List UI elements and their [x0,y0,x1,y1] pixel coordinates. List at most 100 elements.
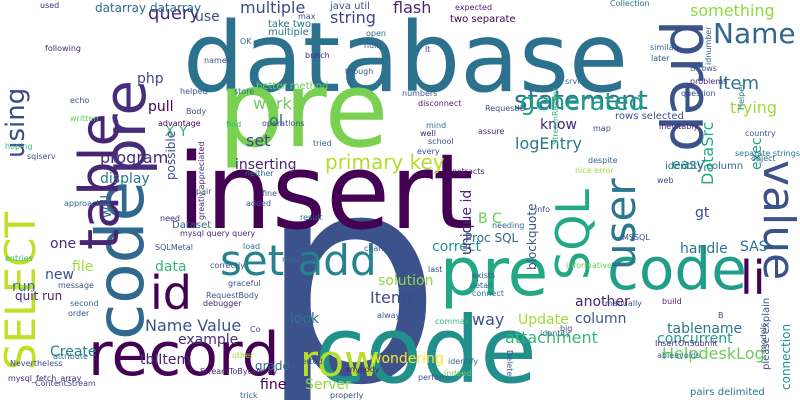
word: chances [364,245,397,253]
word: StreamReader [552,88,560,145]
word: disconnect [418,100,461,108]
word: connect [472,290,504,298]
word: numbers [402,90,437,98]
word: die [290,296,311,310]
word: connection [780,324,792,390]
word: handle [680,242,728,256]
word: problems [690,78,727,86]
word: mysql query query [180,230,255,238]
word: MSSQL [622,234,650,242]
word: debugger [203,300,242,308]
word: Co [250,326,260,334]
word: data [155,260,187,274]
word: identity column [665,162,743,172]
word: identify [448,358,478,366]
word: user [600,178,642,270]
word: message [58,282,94,290]
word: map [593,125,611,133]
word: logEntry [515,136,582,152]
word: abieavoids [657,352,700,360]
word: RequestID [485,105,526,113]
word: helped [180,88,207,96]
word: OK [240,38,252,46]
word: file [72,260,93,274]
word: SAS [740,240,768,254]
word: way [472,312,504,328]
word: country [745,130,776,138]
word: pull [148,100,174,114]
word: Body [186,108,206,116]
word: program [100,150,168,166]
word: school [428,138,454,146]
word: later [651,55,669,63]
word: object [751,155,776,163]
word: correctly [210,262,245,270]
word: gt [695,206,709,220]
word: indeed [444,370,471,378]
word: idnumber [705,26,713,65]
word: web [657,177,674,185]
word: hoping [5,143,32,151]
word: two separate [450,15,516,25]
word: datarray datarray [95,2,201,14]
word: though [345,68,373,76]
word: id [150,270,192,316]
word: one [50,237,76,251]
word: Server [305,378,351,392]
word: informative [566,262,612,270]
word: quit run [15,290,62,302]
word: sqlserv [27,153,56,161]
word: Name [713,20,796,48]
word: trick [240,392,258,400]
word: well [420,130,436,138]
word: bunch [305,52,330,60]
word: open [366,30,386,38]
word: fine [262,190,277,198]
word: inevitably [659,123,698,131]
word: srvr [565,78,580,86]
word: StreamToByteArray [200,368,277,376]
word: solution [378,274,433,288]
word: every [417,148,440,156]
word: approaches [64,200,111,208]
word: result [300,214,323,222]
word: last [428,266,442,274]
word: inserted [290,358,323,366]
word: echo [70,97,89,105]
word: tried [313,140,332,148]
word: other [232,352,253,360]
word: info [535,206,550,214]
word: max [298,13,315,21]
word: fine [260,378,286,392]
word: expected [455,4,492,12]
word: greatly appreciated [198,142,206,220]
word: better method [256,82,328,92]
word: look [290,312,319,326]
word: unique id [460,190,474,255]
word: graceful [228,280,261,288]
word: exists [472,272,495,280]
word: extracts [452,168,485,176]
word: advantage [158,120,201,128]
word: new [45,268,74,282]
word: ContentStream [35,380,96,388]
word: identity [540,330,571,338]
word: similar [650,44,677,52]
word: attribute [53,353,88,361]
word: column [575,312,627,326]
word: multiple [268,28,309,38]
word: set [246,133,270,149]
word: It [425,46,431,54]
word: rows selected [615,112,684,122]
word: display [100,172,150,186]
word: null [364,42,379,50]
word: commas [435,318,469,326]
word: InsertOnSubmit [655,340,718,348]
word: entries [5,255,33,263]
word: properly [330,392,363,400]
word: used [40,2,59,10]
word: find [226,121,241,129]
word: tblItem [140,353,190,367]
word: load [243,243,260,251]
